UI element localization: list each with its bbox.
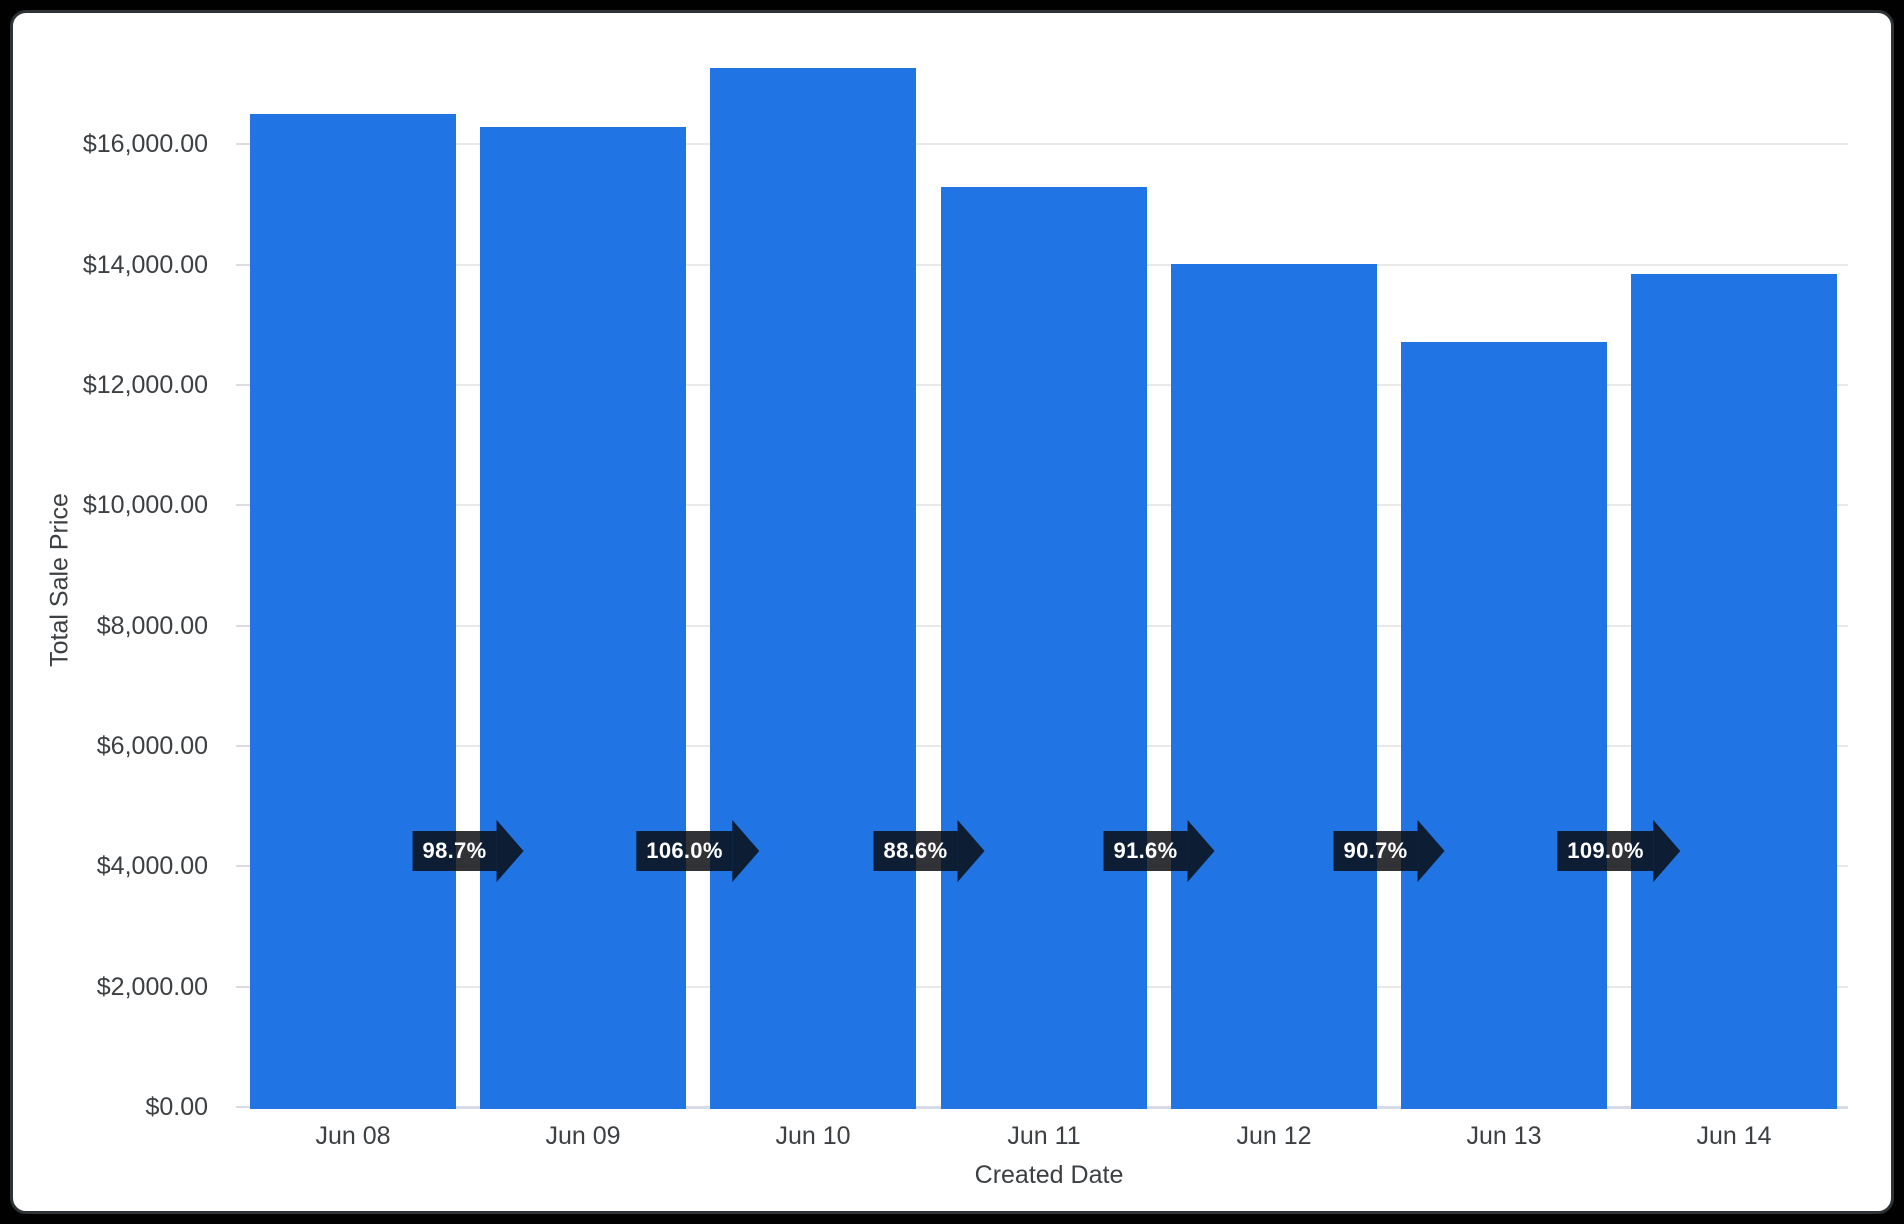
x-tick-label: Jun 13: [1466, 1122, 1542, 1150]
y-tick-label: $14,000.00: [82, 251, 208, 279]
x-tick-label: Jun 09: [545, 1122, 621, 1150]
percent-change-arrow: 91.6%: [1103, 820, 1215, 882]
bar-jun-09[interactable]: [480, 127, 686, 1109]
percent-change-label: 109.0%: [1557, 831, 1654, 871]
y-axis-tick: [236, 384, 250, 386]
arrow-right-icon: [496, 820, 524, 882]
y-tick-label: $4,000.00: [96, 852, 208, 880]
percent-change-label: 98.7%: [412, 831, 497, 871]
y-tick-label: $12,000.00: [82, 371, 208, 399]
x-tick-label: Jun 14: [1696, 1122, 1772, 1150]
y-tick-label: $8,000.00: [96, 612, 208, 640]
y-tick-label: $6,000.00: [96, 732, 208, 760]
bar-jun-14[interactable]: [1631, 274, 1837, 1109]
y-axis-tick: [236, 504, 250, 506]
y-tick-label: $0.00: [145, 1093, 208, 1121]
y-axis-tick: [236, 1106, 250, 1108]
percent-change-arrow: 109.0%: [1557, 820, 1681, 882]
bar-jun-12[interactable]: [1171, 264, 1377, 1109]
percent-change-arrow: 98.7%: [412, 820, 524, 882]
bar-jun-08[interactable]: [250, 114, 456, 1109]
x-axis-title: Created Date: [974, 1161, 1124, 1189]
arrow-right-icon: [957, 820, 985, 882]
y-axis-tick: [236, 865, 250, 867]
arrow-right-icon: [1653, 820, 1681, 882]
gridline: [250, 143, 1848, 145]
percent-change-label: 88.6%: [873, 831, 958, 871]
percent-change-arrow: 106.0%: [636, 820, 760, 882]
y-axis-tick: [236, 143, 250, 145]
y-axis-tick: [236, 264, 250, 266]
arrow-right-icon: [732, 820, 760, 882]
y-axis-tick: [236, 745, 250, 747]
arrow-right-icon: [1417, 820, 1445, 882]
percent-change-label: 91.6%: [1103, 831, 1188, 871]
percent-change-label: 106.0%: [636, 831, 733, 871]
percent-change-label: 90.7%: [1333, 831, 1418, 871]
y-axis-tick: [236, 625, 250, 627]
y-tick-label: $16,000.00: [82, 130, 208, 158]
x-tick-label: Jun 11: [1007, 1122, 1081, 1150]
bar-jun-10[interactable]: [710, 68, 916, 1109]
bar-jun-13[interactable]: [1401, 342, 1607, 1109]
x-tick-label: Jun 12: [1236, 1122, 1312, 1150]
bar-jun-11[interactable]: [941, 187, 1147, 1109]
y-axis-title: Total Sale Price: [45, 493, 74, 667]
y-axis-tick: [236, 986, 250, 988]
y-tick-label: $2,000.00: [96, 973, 208, 1001]
x-tick-label: Jun 08: [315, 1122, 391, 1150]
percent-change-arrow: 90.7%: [1333, 820, 1445, 882]
arrow-right-icon: [1187, 820, 1215, 882]
y-tick-label: $10,000.00: [82, 491, 208, 519]
x-tick-label: Jun 10: [775, 1122, 851, 1150]
percent-change-arrow: 88.6%: [873, 820, 985, 882]
